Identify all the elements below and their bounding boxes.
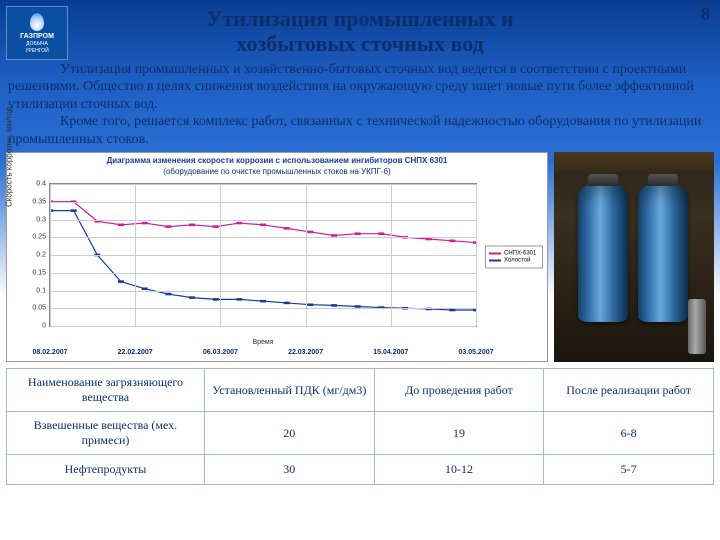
grid-v (306, 184, 307, 326)
table-cell: Взвешенные вещества (мех. примеси) (7, 412, 205, 455)
series-marker (307, 304, 313, 307)
grid-h (50, 273, 476, 274)
series-marker (378, 233, 384, 236)
series-marker (284, 227, 290, 230)
series-marker (189, 224, 195, 227)
paragraph-1: Утилизация промышленных и хозяйственно-б… (8, 61, 712, 114)
chart-legend: СНПХ-6301 Холостой (485, 246, 543, 269)
company-logo: ГАЗПРОМ ДОБЫЧА УРЕНГОЙ (6, 6, 68, 60)
body-text: Утилизация промышленных и хозяйственно-б… (0, 57, 720, 153)
middle-row: Диаграмма изменения скорости коррозии с … (0, 152, 720, 362)
y-tick: 0.25 (22, 234, 46, 241)
table-row: Взвешенные вещества (мех. примеси)20196-… (7, 412, 714, 455)
series-marker (236, 298, 242, 301)
x-tick: 06.03.2007 (195, 349, 245, 356)
y-tick: 0.3 (22, 216, 46, 223)
x-tick: 08.02.2007 (25, 349, 75, 356)
chart-title: Диаграмма изменения скорости коррозии с … (7, 156, 547, 165)
y-tick: 0.1 (22, 287, 46, 294)
title-line-2: хозбытовых сточных вод (0, 31, 720, 56)
table-header-4: После реализации работ (544, 369, 714, 412)
table-header-2: Установленный ПДК (мг/дм3) (204, 369, 374, 412)
y-tick: 0.2 (22, 252, 46, 259)
series-marker (71, 209, 77, 212)
chart-plot-area: 00.050.10.150.20.250.30.350.408.02.20072… (49, 183, 477, 327)
table-cell: 30 (204, 455, 374, 485)
table-row: Нефтепродукты3010-125-7 (7, 455, 714, 485)
table-header-row: Наименование загрязняющего вещества Уста… (7, 369, 714, 412)
pollutant-table: Наименование загрязняющего вещества Уста… (6, 368, 714, 485)
series-marker (331, 304, 337, 307)
table-cell: 6-8 (544, 412, 714, 455)
legend-label-1: СНПХ-6301 (504, 251, 536, 257)
flame-icon (30, 13, 44, 31)
table-cell: 19 (374, 412, 544, 455)
y-tick: 0.15 (22, 269, 46, 276)
series-marker (355, 233, 361, 236)
series-marker (118, 224, 124, 227)
y-tick: 0.05 (22, 305, 46, 312)
x-tick: 22.03.2007 (281, 349, 331, 356)
chart-x-label: Время (252, 339, 273, 346)
legend-swatch-2 (489, 260, 501, 262)
series-marker (213, 225, 219, 228)
photo-pump (688, 299, 706, 354)
logo-sub2: УРЕНГОЙ (25, 49, 48, 54)
series-marker (260, 300, 266, 303)
table-cell: Нефтепродукты (7, 455, 205, 485)
paragraph-2: Кроме того, решается комплекс работ, свя… (8, 113, 712, 148)
grid-h (50, 184, 476, 185)
legend-item-2: Холостой (489, 258, 539, 264)
corrosion-chart: Диаграмма изменения скорости коррозии с … (6, 152, 548, 362)
table-cell: 10-12 (374, 455, 544, 485)
grid-h (50, 237, 476, 238)
grid-v (135, 184, 136, 326)
table-header-1: Наименование загрязняющего вещества (7, 369, 205, 412)
logo-sub1: ДОБЫЧА (26, 42, 48, 47)
y-tick: 0.35 (22, 198, 46, 205)
legend-label-2: Холостой (504, 258, 530, 264)
y-tick: 0.4 (22, 181, 46, 188)
x-tick: 15.04.2007 (366, 349, 416, 356)
photo-tank-2 (638, 182, 688, 322)
legend-swatch-1 (489, 253, 501, 255)
grid-v (50, 184, 51, 326)
series-marker (449, 240, 455, 243)
table-cell: 5-7 (544, 455, 714, 485)
series-marker (284, 302, 290, 305)
series-marker (165, 225, 171, 228)
page-number: 8 (701, 4, 710, 25)
photo-tank-1 (578, 182, 628, 322)
grid-h (50, 220, 476, 221)
series-marker (236, 222, 242, 225)
x-tick: 22.02.2007 (110, 349, 160, 356)
grid-v (476, 184, 477, 326)
series-marker (165, 293, 171, 296)
legend-item-1: СНПХ-6301 (489, 251, 539, 257)
series-marker (118, 280, 124, 283)
x-tick: 03.05.2007 (451, 349, 501, 356)
grid-h (50, 202, 476, 203)
table-cell: 20 (204, 412, 374, 455)
series-marker (307, 231, 313, 234)
chart-y-label: Скорость коррозии, мм/год (5, 107, 14, 207)
series-marker (260, 224, 266, 227)
grid-v (391, 184, 392, 326)
page-title: Утилизация промышленных и хозбытовых сто… (0, 0, 720, 57)
grid-h (50, 308, 476, 309)
title-line-1: Утилизация промышленных и (0, 6, 720, 31)
grid-h (50, 326, 476, 327)
grid-h (50, 255, 476, 256)
grid-h (50, 291, 476, 292)
series-marker (142, 222, 148, 225)
series-marker (189, 296, 195, 299)
series-marker (213, 298, 219, 301)
photo-pipes (554, 152, 714, 172)
chart-subtitle: (оборудование по очистке промышленных ст… (7, 167, 547, 176)
y-tick: 0 (22, 323, 46, 330)
table-header-3: До проведения работ (374, 369, 544, 412)
equipment-photo (554, 152, 714, 362)
logo-brand: ГАЗПРОМ (20, 33, 54, 40)
grid-v (220, 184, 221, 326)
